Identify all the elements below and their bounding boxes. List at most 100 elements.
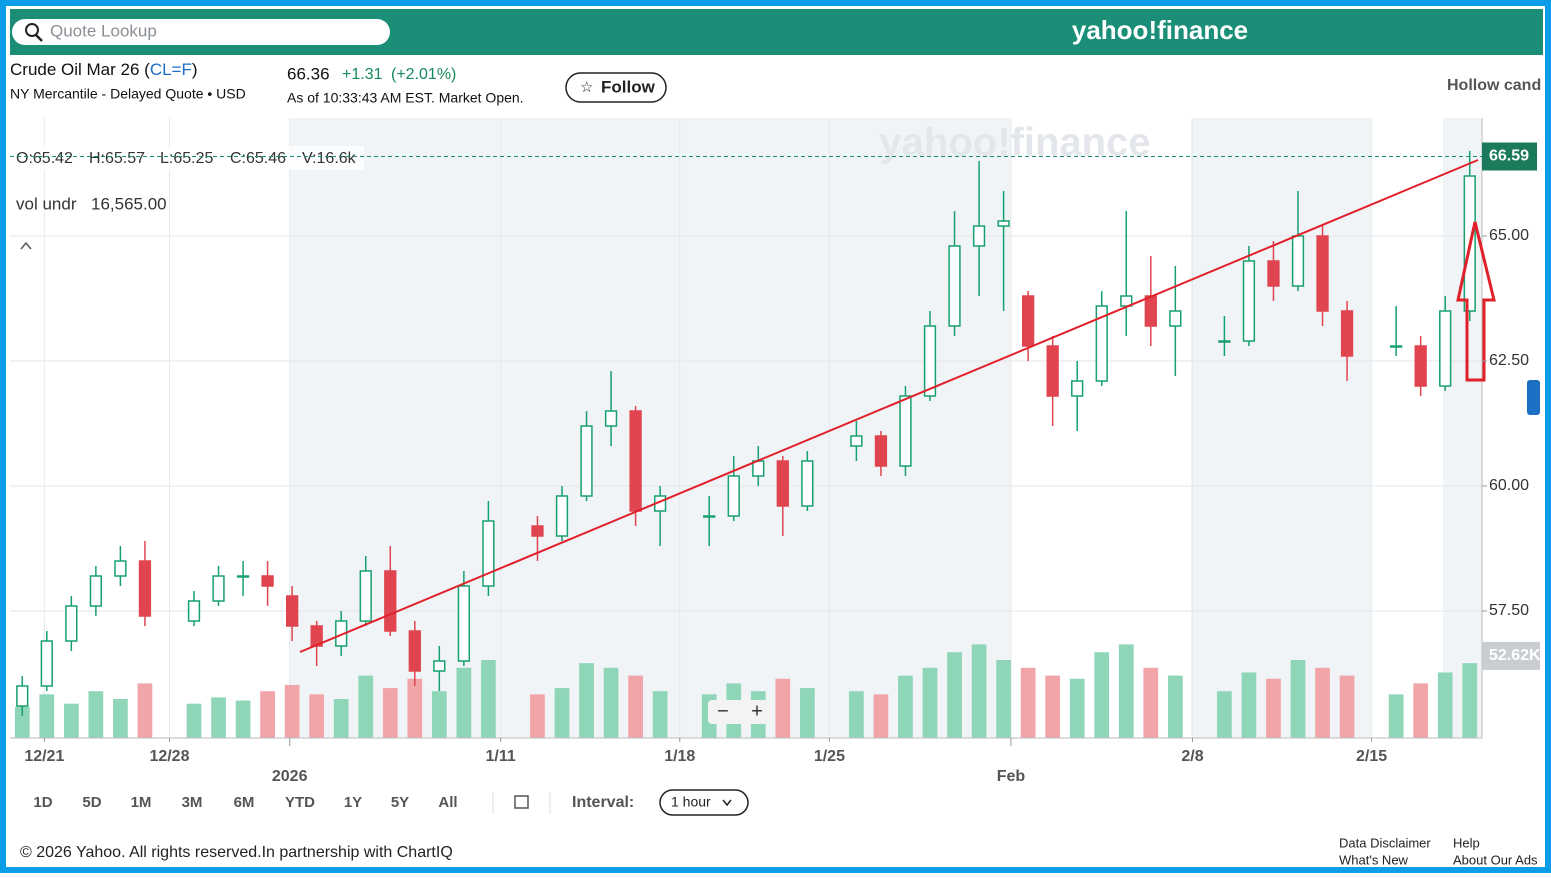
study-name: vol undr (16, 194, 77, 213)
range-button[interactable]: 5D (82, 794, 101, 811)
volume-bar (88, 691, 104, 738)
study-value: 16,565.00 (91, 194, 167, 213)
logo: yahoo!finance (1072, 15, 1248, 45)
candle-body (972, 225, 986, 247)
volume-bar (1217, 691, 1232, 738)
volume-bar (284, 684, 300, 738)
footer-link[interactable]: Data Disclaimer (1339, 835, 1431, 850)
volume-bar (947, 652, 962, 738)
candle-body (1242, 260, 1256, 342)
volume-bar (186, 703, 202, 738)
volume-bar (873, 694, 889, 738)
zoom-controls (708, 700, 770, 724)
volume-bar (971, 644, 987, 738)
volume-bar (333, 699, 349, 738)
volume-bar (39, 694, 55, 738)
footer-link[interactable]: What's New (1339, 852, 1409, 867)
volume-bar (603, 667, 619, 738)
range-button[interactable]: 1Y (344, 794, 362, 811)
volume-bar (1241, 672, 1257, 738)
search-placeholder: Quote Lookup (50, 21, 157, 40)
volume-bar (1266, 678, 1281, 738)
x-tick-label: 12/21 (24, 748, 64, 765)
range-button[interactable]: 6M (234, 794, 255, 811)
candle-body (899, 395, 912, 467)
candle-body (457, 585, 471, 662)
candle-body (948, 245, 961, 327)
last-price-box (1482, 142, 1537, 171)
candle-body (138, 560, 152, 617)
volume-bar (481, 660, 496, 738)
range-button[interactable]: 1M (131, 794, 152, 811)
candle-body (1046, 345, 1059, 397)
zoom-in[interactable]: + (751, 700, 763, 722)
dropdown-caret (722, 799, 732, 807)
legend-bg (14, 146, 364, 170)
range-button[interactable]: 3M (182, 794, 203, 811)
volume-bar (382, 688, 398, 738)
candle-body (727, 475, 740, 517)
y-tick-label: 62.50 (1489, 352, 1529, 369)
volume-label-box (1482, 641, 1540, 670)
volume-label: 52.62K (1489, 647, 1541, 664)
collapse-caret[interactable] (20, 241, 32, 250)
candle-body (384, 570, 397, 632)
candle-body (89, 575, 103, 607)
x-tick-label: 2/8 (1181, 748, 1203, 765)
volume-bar (849, 691, 864, 738)
volume-bar (260, 691, 275, 738)
volume-bar (358, 675, 374, 738)
candle-body (187, 600, 201, 622)
range-button[interactable]: All (438, 794, 457, 811)
candle-body (1439, 310, 1452, 387)
candle-body (703, 515, 716, 518)
legend-high: H:65.57 (89, 150, 145, 167)
volume-bar (1143, 667, 1159, 738)
change: +1.31 (342, 66, 383, 83)
symbol: CL=F (150, 60, 192, 79)
volume-bar (898, 675, 913, 738)
shade-band (1191, 118, 1371, 738)
trend-line (299, 159, 1479, 653)
follow-label: Follow (601, 77, 656, 96)
change-pct: (+2.01%) (391, 66, 456, 83)
x-tick-label: 2/15 (1356, 748, 1387, 765)
candle-body (1095, 305, 1108, 382)
interval-value: 1 hour (671, 794, 711, 810)
search-box[interactable] (12, 19, 390, 45)
calendar-icon[interactable] (514, 795, 529, 809)
volume-bar (922, 667, 938, 738)
volume-bar (530, 694, 545, 738)
footer-link[interactable]: Help (1453, 835, 1480, 850)
follow-button[interactable] (565, 72, 667, 103)
volume-bar (137, 683, 153, 738)
volume-bar (996, 660, 1011, 738)
zoom-out[interactable]: − (717, 700, 729, 722)
volume-bar (652, 691, 668, 738)
volume-bar (1118, 644, 1134, 738)
interval-select[interactable] (659, 789, 749, 816)
range-button[interactable]: 5Y (391, 794, 409, 811)
candle-body (1169, 310, 1182, 327)
footer-link[interactable]: About Our Ads (1453, 852, 1538, 867)
candle-body (359, 570, 372, 622)
volume-bar (799, 688, 815, 738)
side-tab[interactable] (1527, 380, 1540, 415)
chart-style[interactable]: Hollow cand (1447, 77, 1541, 94)
x-tick-label: 1/25 (814, 748, 845, 765)
candle-body (285, 595, 299, 627)
volume-bar (14, 706, 30, 738)
volume-bar (1094, 652, 1110, 738)
price: 66.36 (287, 64, 330, 83)
legend-volume: V:16.6k (302, 150, 357, 167)
candle-body (580, 425, 593, 497)
range-button[interactable]: YTD (285, 794, 315, 811)
candle-body (114, 560, 127, 577)
candle-body (555, 495, 569, 537)
legend-close: C:65.46 (230, 150, 286, 167)
candle-body (212, 575, 225, 602)
range-button[interactable]: 1D (33, 794, 52, 811)
